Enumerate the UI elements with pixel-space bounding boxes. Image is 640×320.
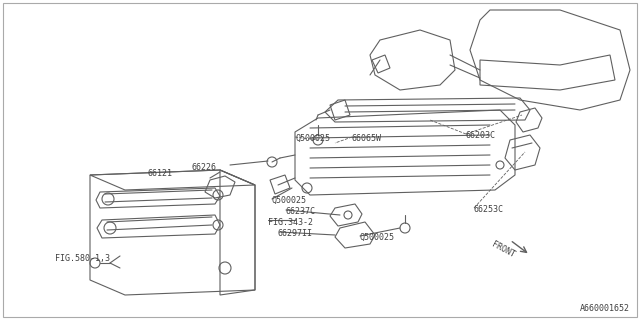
Text: FRONT: FRONT <box>490 240 516 260</box>
Text: FIG.580-1,3: FIG.580-1,3 <box>55 254 110 263</box>
Text: Q500025: Q500025 <box>360 233 395 242</box>
Text: 66253C: 66253C <box>474 205 504 214</box>
Text: Q500025: Q500025 <box>295 134 330 143</box>
Text: 66297II: 66297II <box>278 229 313 238</box>
Text: A660001652: A660001652 <box>580 304 630 313</box>
Text: 66121: 66121 <box>148 169 173 178</box>
Text: 66203C: 66203C <box>466 131 496 140</box>
Text: 66237C: 66237C <box>286 207 316 216</box>
Text: FIG.343-2: FIG.343-2 <box>268 218 313 227</box>
Text: 66226: 66226 <box>192 163 217 172</box>
Text: 66065W: 66065W <box>352 134 382 143</box>
Text: Q500025: Q500025 <box>272 196 307 205</box>
